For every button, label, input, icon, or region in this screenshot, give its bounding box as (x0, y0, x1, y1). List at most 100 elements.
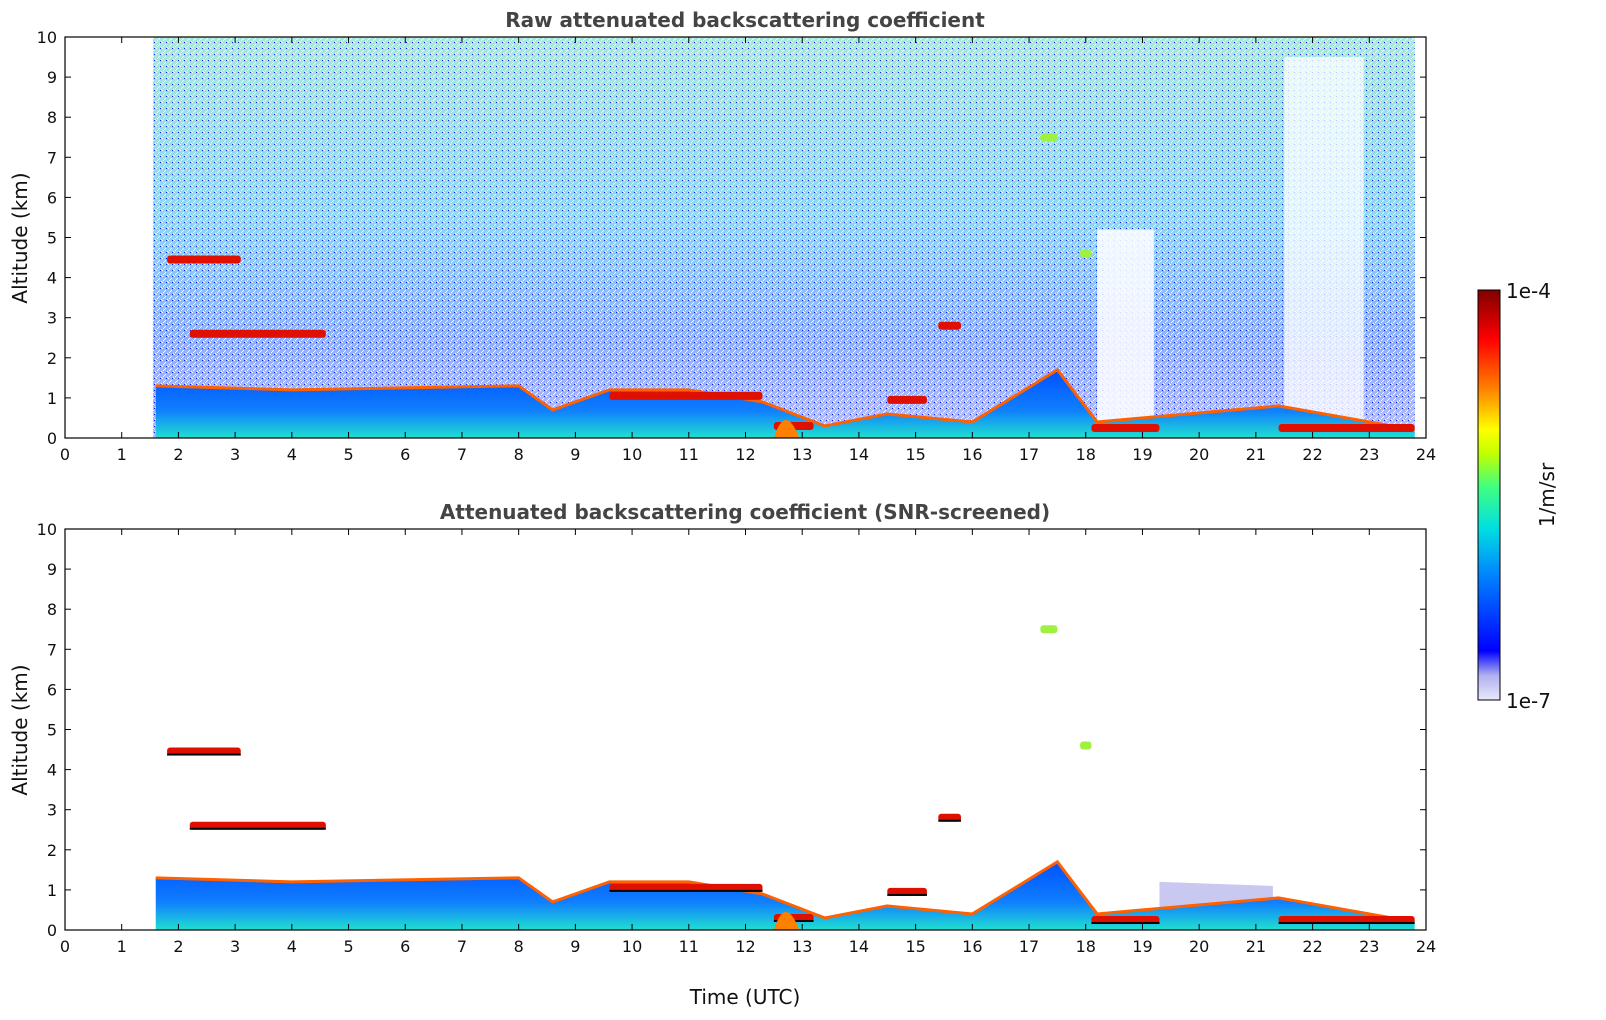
x-tick-label: 4 (287, 937, 297, 956)
x-tick-label: 7 (457, 937, 467, 956)
y-tick-label: 9 (47, 68, 57, 87)
y-tick-label: 1 (47, 881, 57, 900)
x-tick-label: 1 (117, 445, 127, 464)
y-tick-label: 3 (47, 801, 57, 820)
x-tick-label: 13 (792, 445, 812, 464)
y-axis: 0 1 2 3 4 5 6 7 8 9 10 (37, 28, 1426, 448)
x-tick-label: 9 (570, 445, 580, 464)
cloud-layer (189, 329, 326, 338)
x-axis-label: Time (UTC) (689, 985, 801, 1009)
x-tick-label: 3 (230, 937, 240, 956)
cloud-layer (167, 255, 241, 264)
y-tick-label: 2 (47, 349, 57, 368)
y-tick-label: 6 (47, 188, 57, 207)
y-tick-label: 2 (47, 841, 57, 860)
panel-title: Attenuated backscattering coefficient (S… (440, 500, 1050, 524)
x-tick-label: 20 (1189, 937, 1209, 956)
x-tick-label: 5 (343, 445, 353, 464)
cloud-base-edge (167, 753, 241, 756)
y-tick-label: 8 (47, 108, 57, 127)
cloud-base-edge (609, 889, 763, 892)
x-tick-label: 23 (1359, 937, 1379, 956)
cloud-layer (938, 321, 961, 330)
y-tick-label: 5 (47, 229, 57, 248)
x-tick-label: 21 (1246, 937, 1266, 956)
x-tick-label: 0 (60, 445, 70, 464)
x-tick-label: 6 (400, 937, 410, 956)
x-tick-label: 18 (1076, 445, 1096, 464)
x-tick-label: 2 (173, 445, 183, 464)
x-tick-label: 6 (400, 445, 410, 464)
cloud-base-edge (1091, 921, 1160, 924)
y-tick-label: 1 (47, 389, 57, 408)
boundary-layer-top (155, 367, 1415, 432)
colorbar-min-label: 1e-7 (1506, 689, 1551, 713)
x-tick-label: 19 (1132, 937, 1152, 956)
y-tick-label: 10 (37, 520, 57, 539)
low-signal-gap (1097, 229, 1154, 426)
y-tick-label: 6 (47, 680, 57, 699)
cloud-layer (1091, 423, 1160, 432)
plot-content (155, 625, 1415, 930)
x-tick-label: 17 (1019, 445, 1039, 464)
x-tick-label: 23 (1359, 445, 1379, 464)
x-tick-label: 20 (1189, 445, 1209, 464)
x-tick-label: 3 (230, 445, 240, 464)
x-tick-label: 13 (792, 937, 812, 956)
cloud-base-edge (189, 827, 326, 830)
y-tick-label: 7 (47, 148, 57, 167)
cloud-base-edge (1278, 921, 1415, 924)
plot-frame (64, 528, 1427, 931)
x-tick-label: 22 (1302, 937, 1322, 956)
surface-plume (773, 419, 800, 438)
x-tick-label: 7 (457, 445, 467, 464)
y-tick-label: 5 (47, 721, 57, 740)
x-tick-label: 8 (514, 445, 524, 464)
boundary-layer-top (155, 859, 1415, 924)
x-tick-label: 8 (514, 937, 524, 956)
x-tick-label: 11 (679, 937, 699, 956)
y-axis: 0 1 2 3 4 5 6 7 8 9 10 (37, 520, 1426, 940)
cloud-layer (887, 395, 927, 404)
x-tick-label: 22 (1302, 445, 1322, 464)
x-tick-label: 0 (60, 937, 70, 956)
x-tick-label: 4 (287, 445, 297, 464)
y-tick-label: 4 (47, 269, 57, 288)
x-axis: 0 1 2 3 4 5 6 7 8 9 10 11 12 13 14 15 16 17 18 19 20 21 22 23 24 (60, 529, 1436, 956)
x-tick-label: 24 (1416, 937, 1436, 956)
cloud-layer (1080, 741, 1092, 750)
x-tick-label: 16 (962, 937, 982, 956)
y-axis-label: Altitude (km) (8, 664, 32, 795)
x-tick-label: 24 (1416, 445, 1436, 464)
cloud-layer (1278, 423, 1415, 432)
y-tick-label: 0 (47, 429, 57, 448)
x-tick-label: 18 (1076, 937, 1096, 956)
panel-title: Raw attenuated backscattering coefficien… (505, 8, 985, 32)
y-tick-label: 9 (47, 560, 57, 579)
cloud-layer (609, 391, 763, 400)
x-tick-label: 12 (735, 445, 755, 464)
y-tick-label: 0 (47, 921, 57, 940)
x-tick-label: 16 (962, 445, 982, 464)
x-tick-label: 5 (343, 937, 353, 956)
x-axis: 0 1 2 3 4 5 6 7 8 9 10 11 12 13 14 15 16 17 18 19 20 21 22 23 24 (60, 37, 1436, 464)
signal-noise (152, 37, 1415, 438)
snr-screened-panel: Attenuated backscattering coefficient (S… (8, 500, 1436, 1009)
colorbar-gradient (1477, 289, 1501, 701)
x-tick-label: 15 (905, 937, 925, 956)
x-tick-label: 12 (735, 937, 755, 956)
cloud-layer (1080, 249, 1092, 258)
x-tick-label: 10 (622, 445, 642, 464)
raw-backscatter-panel: Raw attenuated backscattering coefficien… (8, 8, 1436, 464)
cloud-layer (1040, 625, 1058, 634)
x-tick-label: 11 (679, 445, 699, 464)
x-tick-label: 17 (1019, 937, 1039, 956)
surface-plume (773, 911, 800, 930)
x-tick-label: 9 (570, 937, 580, 956)
plot-content (152, 37, 1415, 438)
y-tick-label: 3 (47, 309, 57, 328)
colorbar: 1e-4 1e-7 1/m/sr (1477, 279, 1559, 713)
colorbar-max-label: 1e-4 (1506, 279, 1551, 303)
x-tick-label: 15 (905, 445, 925, 464)
